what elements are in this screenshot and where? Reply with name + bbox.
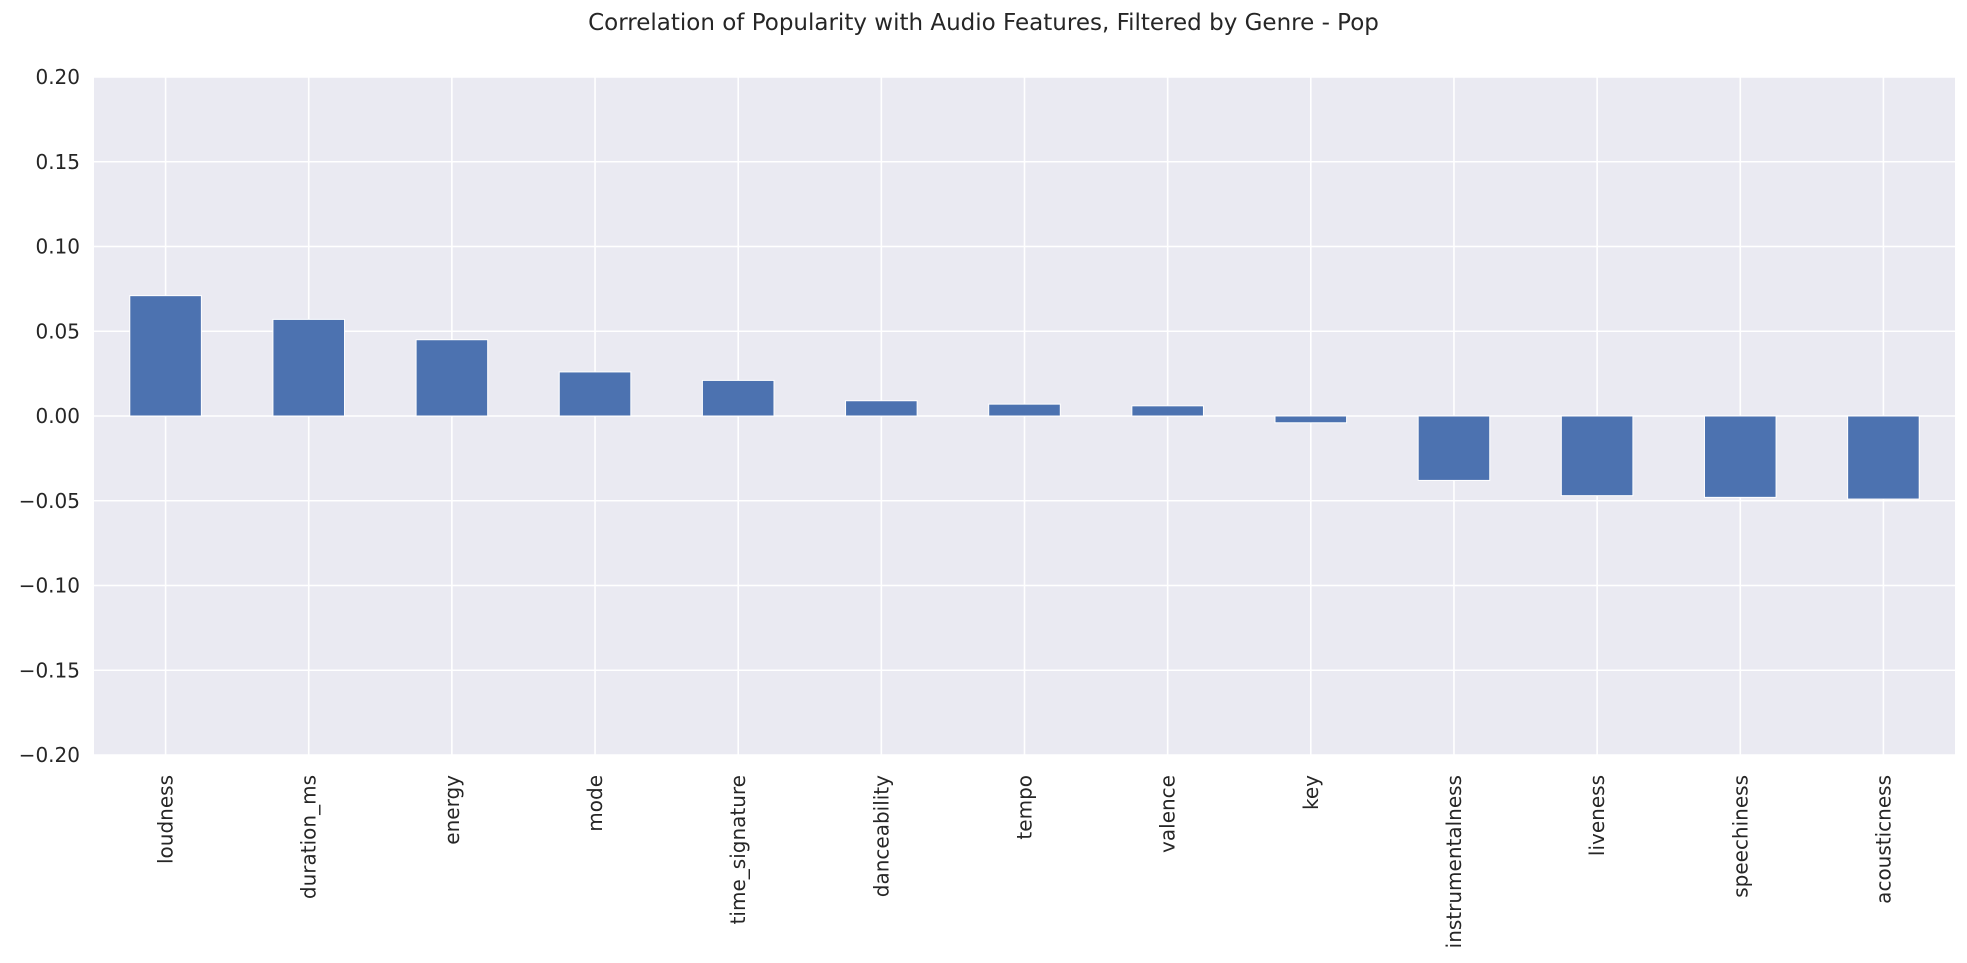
bar-speechiness [1703, 415, 1777, 498]
x-tick-label: acousticness [1871, 775, 1895, 904]
y-tick-label: −0.10 [19, 574, 80, 598]
x-tick-label: time_signature [726, 775, 750, 924]
y-tick-label: −0.20 [19, 743, 80, 767]
x-tick-label: mode [583, 775, 607, 832]
y-tick-label: 0.10 [35, 235, 80, 259]
bar-mode [558, 371, 632, 417]
x-tick-label: instrumentalness [1442, 775, 1466, 948]
x-tick-label: tempo [1013, 775, 1037, 840]
x-tick-label: energy [440, 775, 464, 845]
chart-title: Correlation of Popularity with Audio Fea… [588, 10, 1379, 36]
bar-danceability [845, 400, 918, 417]
bar-loudness [129, 295, 202, 417]
bar-instrumentalness [1417, 415, 1491, 481]
x-tick-label: loudness [154, 775, 178, 864]
x-tick-label: duration_ms [297, 775, 321, 899]
y-tick-label: 0.15 [35, 150, 80, 174]
x-tick-label: danceability [869, 775, 893, 897]
x-tick-label: key [1299, 775, 1323, 810]
bar-time-signature [701, 379, 775, 417]
x-tick-label: valence [1156, 775, 1180, 853]
bar-tempo [988, 403, 1061, 417]
bar-duration-ms [272, 318, 346, 417]
x-tick-label: speechiness [1728, 775, 1752, 898]
y-tick-label: −0.05 [19, 489, 80, 513]
bar-energy [415, 339, 489, 417]
bar-liveness [1560, 415, 1634, 497]
bar-valence [1131, 405, 1204, 417]
y-tick-label: 0.00 [35, 404, 80, 428]
y-tick-label: 0.20 [35, 65, 80, 89]
y-tick-label: 0.05 [35, 319, 80, 343]
bar-acousticness [1847, 415, 1920, 500]
bar-key [1274, 415, 1348, 424]
x-tick-label: liveness [1585, 775, 1609, 856]
y-tick-label: −0.15 [19, 658, 80, 682]
